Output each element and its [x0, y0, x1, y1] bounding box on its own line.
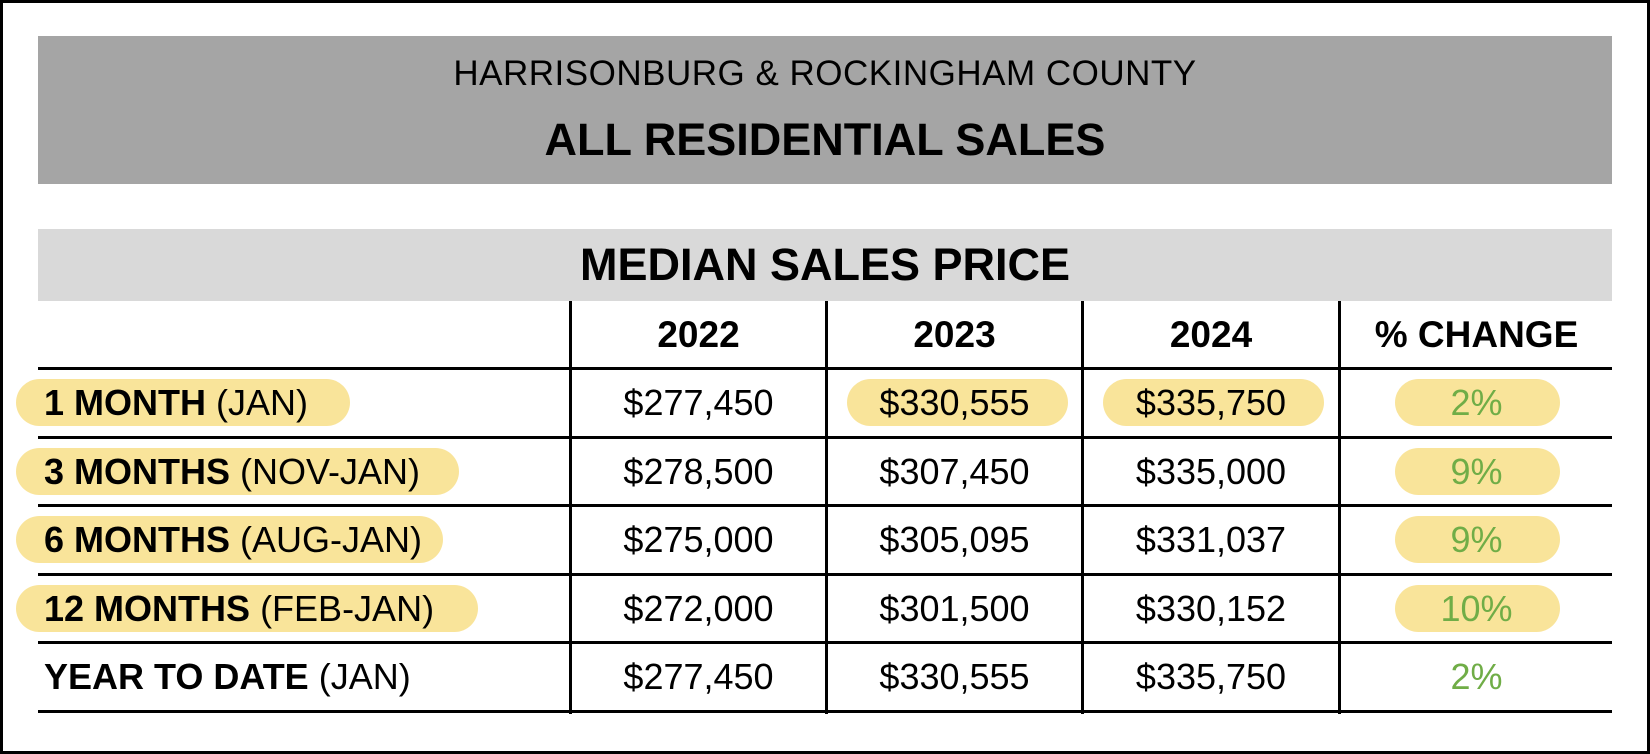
- row-divider: [38, 436, 1612, 439]
- cell-change: 2%: [1450, 656, 1503, 697]
- table-row: 6 MONTHS (AUG-JAN) $275,000 $305,095 $331,0…: [0, 506, 1650, 574]
- row-divider: [38, 504, 1612, 507]
- row-label: 3 MONTHS (NOV-JAN): [44, 438, 420, 506]
- report-header: HARRISONBURG & ROCKINGHAM COUNTY ALL RES…: [38, 36, 1612, 184]
- cell-2024: $335,750: [1135, 382, 1287, 423]
- row-label: 1 MONTH (JAN): [44, 369, 308, 437]
- column-header-2022: 2022: [657, 314, 740, 355]
- column-header-2024: 2024: [1169, 314, 1253, 355]
- row-range: (NOV-JAN): [240, 451, 421, 492]
- table-row: 3 MONTHS (NOV-JAN) $278,500 $307,450 $335,0…: [0, 438, 1650, 506]
- cell-2024: $330,152: [1135, 588, 1287, 629]
- cell-2024: $335,000: [1135, 451, 1287, 492]
- cell-2022: $275,000: [623, 519, 774, 560]
- column-divider: [825, 301, 828, 714]
- section-title: MEDIAN SALES PRICE: [38, 229, 1612, 301]
- row-range: (FEB-JAN): [260, 588, 435, 629]
- table-row: 12 MONTHS (FEB-JAN) $272,000 $301,500 $330,…: [0, 575, 1650, 643]
- column-divider: [1338, 301, 1341, 714]
- row-period: 12 MONTHS: [44, 588, 251, 629]
- row-range: (JAN): [216, 382, 309, 423]
- cell-2023: $307,450: [879, 451, 1030, 492]
- label-highlight: [16, 448, 459, 495]
- header-subtitle: HARRISONBURG & ROCKINGHAM COUNTY: [453, 54, 1197, 93]
- row-divider: [38, 641, 1612, 644]
- row-period: 3 MONTHS: [44, 451, 231, 492]
- value-highlight: [847, 379, 1068, 426]
- table-row: YEAR TO DATE (JAN) $277,450 $330,555 $335,7…: [0, 643, 1650, 711]
- cell-2023: $305,095: [879, 519, 1030, 560]
- row-period: 1 MONTH: [44, 382, 206, 423]
- row-label: 6 MONTHS (AUG-JAN): [44, 506, 422, 574]
- change-highlight: [1395, 379, 1560, 426]
- cell-2024: $331,037: [1135, 519, 1287, 560]
- cell-change: 9%: [1450, 519, 1503, 560]
- cell-2022: $278,500: [623, 451, 774, 492]
- row-period: 6 MONTHS: [44, 519, 231, 560]
- column-divider: [569, 301, 572, 714]
- header-title: ALL RESIDENTIAL SALES: [544, 114, 1106, 165]
- column-header-change: % CHANGE: [1374, 314, 1579, 355]
- row-divider: [38, 710, 1612, 713]
- cell-2023: $330,555: [879, 382, 1030, 423]
- row-divider: [38, 573, 1612, 576]
- label-highlight: [16, 516, 443, 563]
- column-header-2023: 2023: [913, 314, 996, 355]
- cell-2023: $301,500: [879, 588, 1030, 629]
- row-label: 12 MONTHS (FEB-JAN): [44, 575, 434, 643]
- change-highlight: [1395, 516, 1560, 563]
- row-divider: [38, 367, 1612, 370]
- cell-2023: $330,555: [879, 656, 1030, 697]
- cell-2022: $272,000: [623, 588, 774, 629]
- value-highlight: [1103, 379, 1324, 426]
- cell-change: 2%: [1450, 382, 1503, 423]
- change-highlight: [1395, 585, 1560, 632]
- cell-2022: $277,450: [623, 382, 774, 423]
- column-divider: [1081, 301, 1084, 714]
- cell-2022: $277,450: [623, 656, 774, 697]
- label-highlight: [16, 379, 350, 426]
- row-range: (JAN): [318, 656, 411, 697]
- cell-2024: $335,750: [1135, 656, 1287, 697]
- change-highlight: [1395, 448, 1560, 495]
- row-range: (AUG-JAN): [240, 519, 423, 560]
- cell-change: 10%: [1440, 588, 1513, 629]
- cell-change: 9%: [1450, 451, 1503, 492]
- row-label: YEAR TO DATE (JAN): [44, 643, 411, 711]
- table-row: 1 MONTH (JAN) $277,450 $330,555 $335,750 2%: [0, 369, 1650, 437]
- row-period: YEAR TO DATE: [44, 656, 309, 697]
- label-highlight: [16, 585, 478, 632]
